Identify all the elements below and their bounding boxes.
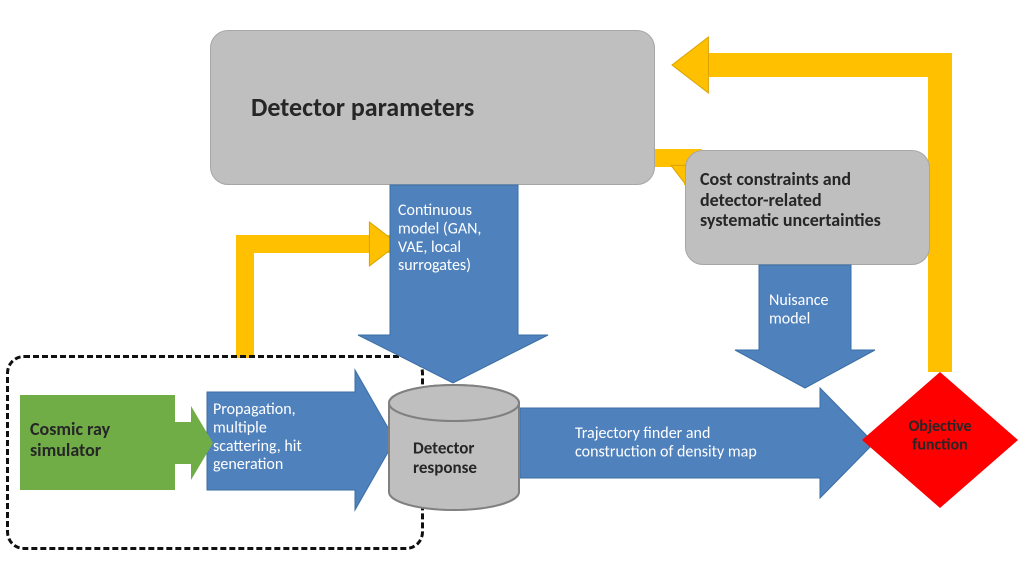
svg-text:Objective: Objective [908,417,971,436]
svg-text:function: function [912,436,967,455]
diagram-stage: Detector parameters Cost constraints and… [0,0,1024,576]
diamond-layer: Objectivefunction [0,0,1024,576]
